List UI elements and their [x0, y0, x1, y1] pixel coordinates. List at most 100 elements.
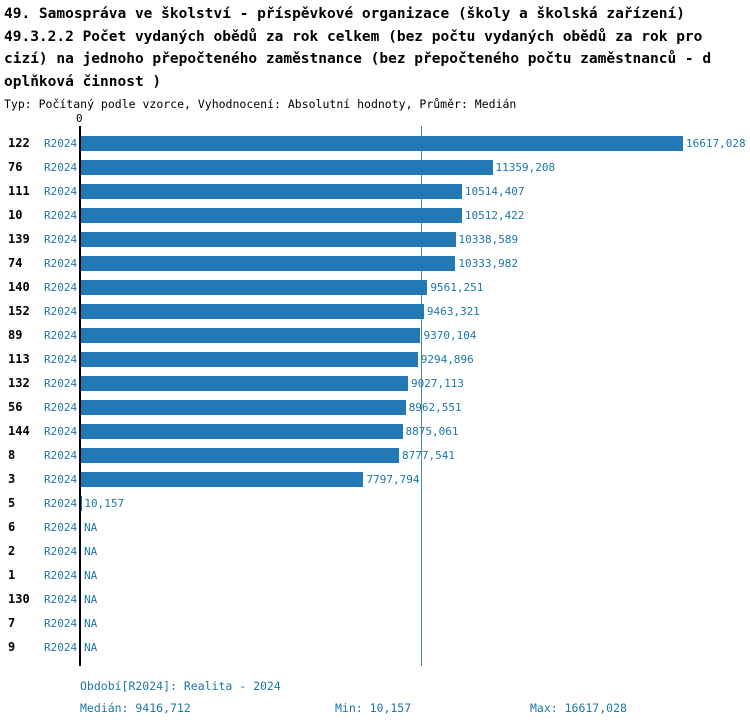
- bar-row: 8 R2024 8777,541: [0, 443, 750, 467]
- bar-row: 89 R2024 9370,104: [0, 323, 750, 347]
- bar-value-label: 9463,321: [426, 304, 480, 318]
- bar-row: 74 R2024 10333,982: [0, 251, 750, 275]
- row-period-label: R2024: [44, 640, 78, 654]
- bar-area: NA: [81, 635, 750, 659]
- row-id-label: 74: [8, 256, 23, 270]
- row-id-label: 140: [8, 280, 30, 294]
- bar-value-label: 10333,982: [458, 256, 518, 270]
- bar-value-label: 7797,794: [366, 472, 420, 486]
- row-period-label: R2024: [44, 400, 78, 414]
- bar-value-label: NA: [84, 520, 98, 534]
- bar-row: 76 R2024 11359,208: [0, 155, 750, 179]
- bar-row: 1 R2024 NA: [0, 563, 750, 587]
- bar-row: 6 R2024 NA: [0, 515, 750, 539]
- row-period-label: R2024: [44, 544, 78, 558]
- bar-value-label: NA: [84, 544, 98, 558]
- bar-row: 7 R2024 NA: [0, 611, 750, 635]
- bar-value-label: 16617,028: [686, 136, 746, 150]
- bar: [81, 159, 493, 175]
- bar-area: 8875,061: [81, 419, 750, 443]
- bar-value-label: 9370,104: [423, 328, 477, 342]
- median-line: [421, 126, 423, 666]
- row-period-label: R2024: [44, 208, 78, 222]
- chart-header: 49. Samospráva ve školství - příspěvkové…: [4, 3, 711, 111]
- row-period-label: R2024: [44, 160, 78, 174]
- bar-value-label: 10512,422: [464, 208, 525, 222]
- footer-min-label: Min: 10,157: [335, 701, 412, 715]
- bar-row: 10 R2024 10512,422: [0, 203, 750, 227]
- bar-value-label: 9561,251: [430, 280, 484, 294]
- row-id-label: 6: [8, 520, 16, 534]
- row-period-label: R2024: [44, 424, 78, 438]
- bar-area: 9370,104: [81, 323, 750, 347]
- chart-title-line-1: 49. Samospráva ve školství - příspěvkové…: [4, 6, 685, 22]
- bar-row: 140 R2024 9561,251: [0, 275, 750, 299]
- bar-row: 9 R2024 NA: [0, 635, 750, 659]
- row-period-label: R2024: [44, 184, 78, 198]
- bar-area: 10,157: [81, 491, 750, 515]
- bar-row: 2 R2024 NA: [0, 539, 750, 563]
- footer-stats: Medián: 9416,712 Min: 10,157 Max: 16617,…: [0, 701, 750, 717]
- bar-area: 9294,896: [81, 347, 750, 371]
- bar: [81, 375, 409, 391]
- row-id-label: 9: [8, 640, 16, 654]
- row-id-label: 139: [8, 232, 30, 246]
- row-id-label: 5: [8, 496, 16, 510]
- bar-area: 10512,422: [81, 203, 750, 227]
- row-period-label: R2024: [44, 448, 78, 462]
- bar: [81, 351, 418, 367]
- row-period-label: R2024: [44, 376, 78, 390]
- bar-area: NA: [81, 563, 750, 587]
- row-id-label: 7: [8, 616, 16, 630]
- bar-row: 3 R2024 7797,794: [0, 467, 750, 491]
- row-period-label: R2024: [44, 136, 78, 150]
- bar-value-label: 11359,208: [495, 160, 556, 174]
- bar-area: NA: [81, 515, 750, 539]
- footer-max-label: Max: 16617,028: [530, 701, 627, 715]
- row-id-label: 76: [8, 160, 23, 174]
- bar-row: 56 R2024 8962,551: [0, 395, 750, 419]
- row-period-label: R2024: [44, 232, 78, 246]
- row-id-label: 130: [8, 592, 30, 606]
- bar-area: 10338,589: [81, 227, 750, 251]
- bar-row: 152 R2024 9463,321: [0, 299, 750, 323]
- bar-area: 8777,541: [81, 443, 750, 467]
- bar-row: 130 R2024 NA: [0, 587, 750, 611]
- row-period-label: R2024: [44, 520, 78, 534]
- row-id-label: 132: [8, 376, 30, 390]
- footer-period-label: Období[R2024]: Realita - 2024: [80, 679, 281, 693]
- bar-row: 113 R2024 9294,896: [0, 347, 750, 371]
- bar-area: 10333,982: [81, 251, 750, 275]
- row-period-label: R2024: [44, 592, 78, 606]
- bar-value-label: NA: [84, 616, 98, 630]
- bar-area: 10514,407: [81, 179, 750, 203]
- bar-area: 9027,113: [81, 371, 750, 395]
- bar: [81, 399, 406, 415]
- bar-value-label: NA: [84, 568, 98, 582]
- bar-row: 132 R2024 9027,113: [0, 371, 750, 395]
- bar: [81, 183, 462, 199]
- bar-value-label: 10514,407: [464, 184, 525, 198]
- row-id-label: 3: [8, 472, 16, 486]
- bar-value-label: 8777,541: [401, 448, 455, 462]
- footer-median-label: Medián: 9416,712: [80, 701, 191, 715]
- chart-title-line-4: oplňková činnost ): [4, 73, 162, 90]
- bar-value-label: 8875,061: [405, 424, 459, 438]
- bar: [81, 471, 364, 487]
- bar-area: 9463,321: [81, 299, 750, 323]
- bar: [81, 231, 456, 247]
- row-period-label: R2024: [44, 568, 78, 582]
- row-id-label: 144: [8, 424, 30, 438]
- bar: [81, 135, 683, 151]
- row-period-label: R2024: [44, 280, 78, 294]
- bar: [81, 327, 421, 343]
- bar-row: 111 R2024 10514,407: [0, 179, 750, 203]
- bar-value-label: 8962,551: [408, 400, 462, 414]
- bar: [81, 447, 399, 463]
- bar-value-label: 9294,896: [420, 352, 474, 366]
- bar-rows-container: 122 R2024 16617,028 76 R2024 11359,208 111 R202…: [0, 131, 750, 659]
- row-period-label: R2024: [44, 304, 78, 318]
- bar: [81, 279, 428, 295]
- row-period-label: R2024: [44, 256, 78, 270]
